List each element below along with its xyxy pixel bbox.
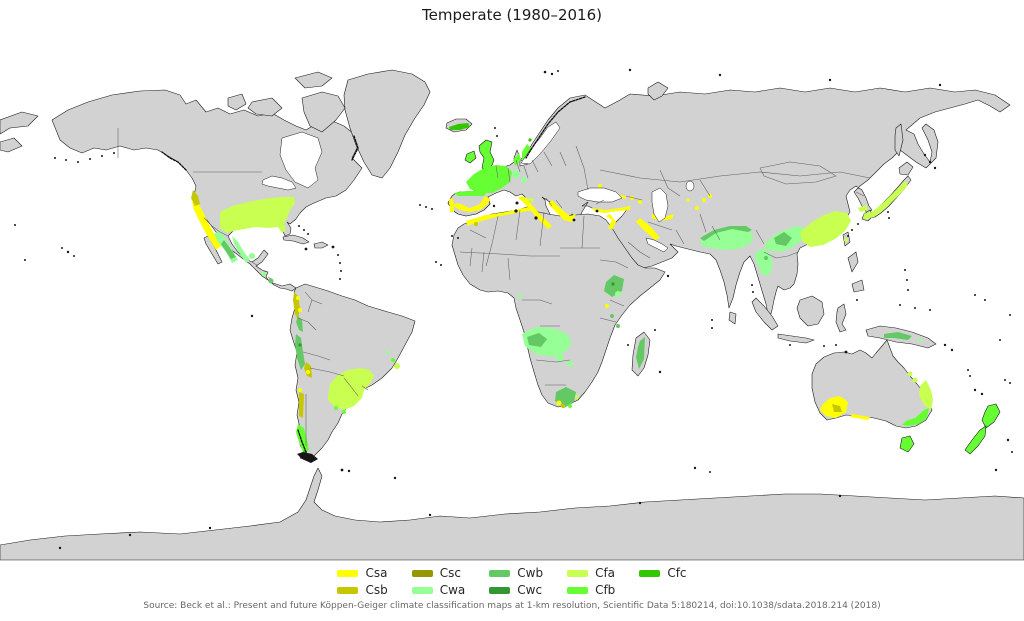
hudson-bay [279, 131, 323, 189]
legend-item-cfa: Cfa [567, 567, 615, 580]
rough-coasts-layer [161, 96, 586, 463]
legend-swatch-cfc [639, 570, 661, 577]
islands-layer [14, 68, 1013, 550]
legend-swatch-csa [337, 570, 359, 577]
legend-swatch-cwc [489, 587, 511, 594]
legend-swatch-cfb [567, 587, 589, 594]
legend-column: Cwb Cwc [489, 567, 543, 597]
legend-label-csc: Csc [439, 566, 461, 580]
aral-sea [685, 180, 695, 192]
legend-label-cwa: Cwa [439, 583, 466, 597]
legend-column: Csc Cwa [411, 566, 466, 597]
legend-item-csc: Csc [411, 566, 466, 580]
climate-layer [191, 123, 933, 454]
legend-swatch-cwb [489, 570, 511, 577]
legend-column: Cfc [639, 566, 687, 580]
persian-gulf [645, 237, 669, 253]
legend-label-csa: Csa [365, 566, 388, 580]
caspian-sea [651, 187, 669, 223]
legend-swatch-cfa [567, 570, 589, 577]
black-sea [577, 187, 623, 203]
map-title: Temperate (1980–2016) [422, 6, 602, 24]
great-lakes [261, 175, 297, 191]
borders-layer [117, 128, 871, 446]
legend-item-cfc: Cfc [639, 566, 687, 580]
legend: Csa Csb Csc Cwa Cwb Cwc [0, 567, 1024, 597]
source-citation: Source: Beck et al.: Present and future … [143, 601, 881, 611]
legend-swatch-csc [411, 570, 433, 577]
legend-label-cfc: Cfc [667, 566, 687, 580]
legend-label-csb: Csb [365, 583, 388, 597]
legend-item-csa: Csa [337, 567, 387, 580]
legend-label-cwc: Cwc [517, 583, 543, 597]
seas-layer [261, 121, 695, 253]
legend-item-cwc: Cwc [489, 584, 543, 597]
legend-column: Csa Csb [337, 567, 388, 597]
legend-label-cfb: Cfb [595, 583, 616, 597]
legend-label-cwb: Cwb [517, 566, 544, 580]
legend-item-cwb: Cwb [489, 567, 543, 580]
land-layer [0, 69, 1024, 561]
legend-item-csb: Csb [337, 583, 388, 597]
legend-label-cfa: Cfa [595, 566, 616, 580]
legend-column: Cfa Cfb [567, 567, 615, 597]
legend-item-cfb: Cfb [567, 584, 615, 597]
legend-item-cwa: Cwa [411, 583, 466, 597]
legend-swatch-cwa [411, 587, 433, 594]
legend-swatch-csb [337, 587, 359, 594]
